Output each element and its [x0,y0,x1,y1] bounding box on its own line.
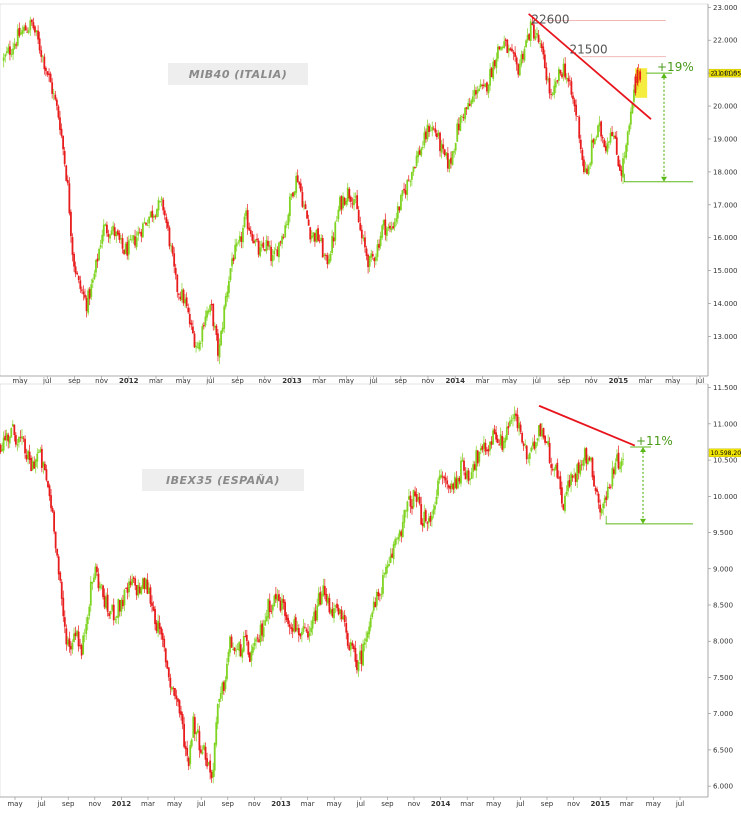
ibex35-x-tick-label: jul [36,800,45,808]
mib40-candle [223,304,225,333]
ibex35-x-tick-label: 2015 [590,800,610,808]
ibex35-x-tick-label: jul [515,800,524,808]
mib40-y-tick-label: 21.000 [713,70,738,78]
mib40-y-tick-label: 16.000 [713,234,738,242]
mib40-candle [58,105,60,120]
mib40-candle [344,197,346,206]
mib40-level-22600: 22600 [531,12,569,26]
mib40-candle [617,155,619,167]
mib40-candle [637,70,639,83]
mib40-candle [506,39,508,53]
ibex35-y-tick-label: 8.000 [713,638,733,646]
mib40-y-tick-label: 17.000 [713,201,738,209]
mib40-candle [230,268,232,282]
ibex35-y-tick-label: 11.500 [713,384,738,392]
mib40-candle [316,229,318,242]
mib40-candle [484,83,486,87]
mib40-candle [639,71,641,79]
mib40-candle [625,143,627,160]
mib40-y-tick-label: 13.000 [713,333,738,341]
ibex35-x-tick-label: 2014 [431,800,451,808]
ibex35-y-tick-label: 9.000 [713,565,733,573]
mib40-candle [491,67,493,77]
ibex35-x-tick-label: sep [541,800,554,808]
ibex35-candle [10,427,12,437]
mib40-candle [339,195,341,212]
ibex35-x-tick-label: mar [301,800,315,808]
mib40-candle [169,225,171,249]
ibex35-x-tick-label: may [486,800,501,808]
ibex35-x-tick-label: may [7,800,22,808]
ibex35-x-tick-label: jul [196,800,205,808]
mib40-candle [525,39,527,48]
mib40-y-tick-label: 23.000 [713,4,738,12]
ibex35-x-tick-label: nov [408,800,421,808]
ibex35-y-tick-label: 6.000 [713,783,733,791]
mib40-y-tick-label: 22.000 [713,37,738,45]
ibex35-y-tick-label: 7.500 [713,674,733,682]
ibex35-x-tick-label: may [167,800,182,808]
ibex35-candle [564,494,566,514]
ibex35-x-tick-label: sep [62,800,75,808]
ibex35-x-tick-label: nov [248,800,261,808]
mib40-candle [220,330,222,346]
mib40-candle [400,194,402,211]
mib40-candle [258,238,260,257]
ibex35-x-tick-label: may [646,800,661,808]
mib40-candle [597,125,599,138]
ibex35-x-tick-label: mar [460,800,474,808]
mib40-y-tick-label: 19.000 [713,135,738,143]
mib40-candle [65,165,67,182]
mib40-candle [635,76,637,92]
mib40-y-tick-label: 20.000 [713,103,738,111]
ibex35-x-tick-label: jul [356,800,365,808]
mib40-candle [98,248,100,261]
mib40-candle [150,211,152,217]
ibex35-candle [521,431,523,444]
ibex35-y-tick-label: 9.500 [713,529,733,537]
mib40-candle [156,208,158,217]
mib40-candle [87,288,89,316]
mib40-y-tick-label: 15.000 [713,267,738,275]
mib40-candle [322,235,324,258]
ibex35-candle [437,478,439,498]
ibex35-x-tick-label: nov [88,800,101,808]
ibex35-x-tick-label: sep [222,800,235,808]
mib40-y-tick-label: 18.000 [713,168,738,176]
ibex35-y-tick-label: 7.000 [713,710,733,718]
ibex35-x-tick-label: mar [141,800,155,808]
ibex35-x-tick-label: 2012 [112,800,132,808]
mib40-y-tick-label: 14.000 [713,300,738,308]
ibex35-y-tick-label: 11.000 [713,420,738,428]
ibex35-y-tick-label: 8.500 [713,601,733,609]
ibex35-y-tick-label: 10.000 [713,493,738,501]
ibex35-x-tick-label: nov [567,800,580,808]
ibex35-y-tick-label: 10.500 [713,457,738,465]
ibex35-x-tick-label: 2013 [271,800,291,808]
ibex35-gain-label: +11% [636,434,673,448]
mib40-candle [306,210,308,219]
ibex35-title: IBEX35 (ESPAÑA) [166,474,280,487]
mib40-candle [452,151,454,166]
ibex35-x-tick-label: mar [620,800,634,808]
mib40-candle [459,115,461,131]
ibex35-candle [53,510,55,534]
ibex35-x-tick-label: may [327,800,342,808]
mib40-title: MIB40 (ITALIA) [189,68,288,81]
mib40-candle [142,222,144,237]
ibex35-candle [425,508,427,522]
mib40-gain-label: +19% [657,60,694,74]
ibex35-x-tick-label: jul [675,800,684,808]
ibex35-x-tick-label: sep [381,800,394,808]
mib40-candle [577,116,579,117]
ibex35-y-tick-label: 6.500 [713,746,733,754]
